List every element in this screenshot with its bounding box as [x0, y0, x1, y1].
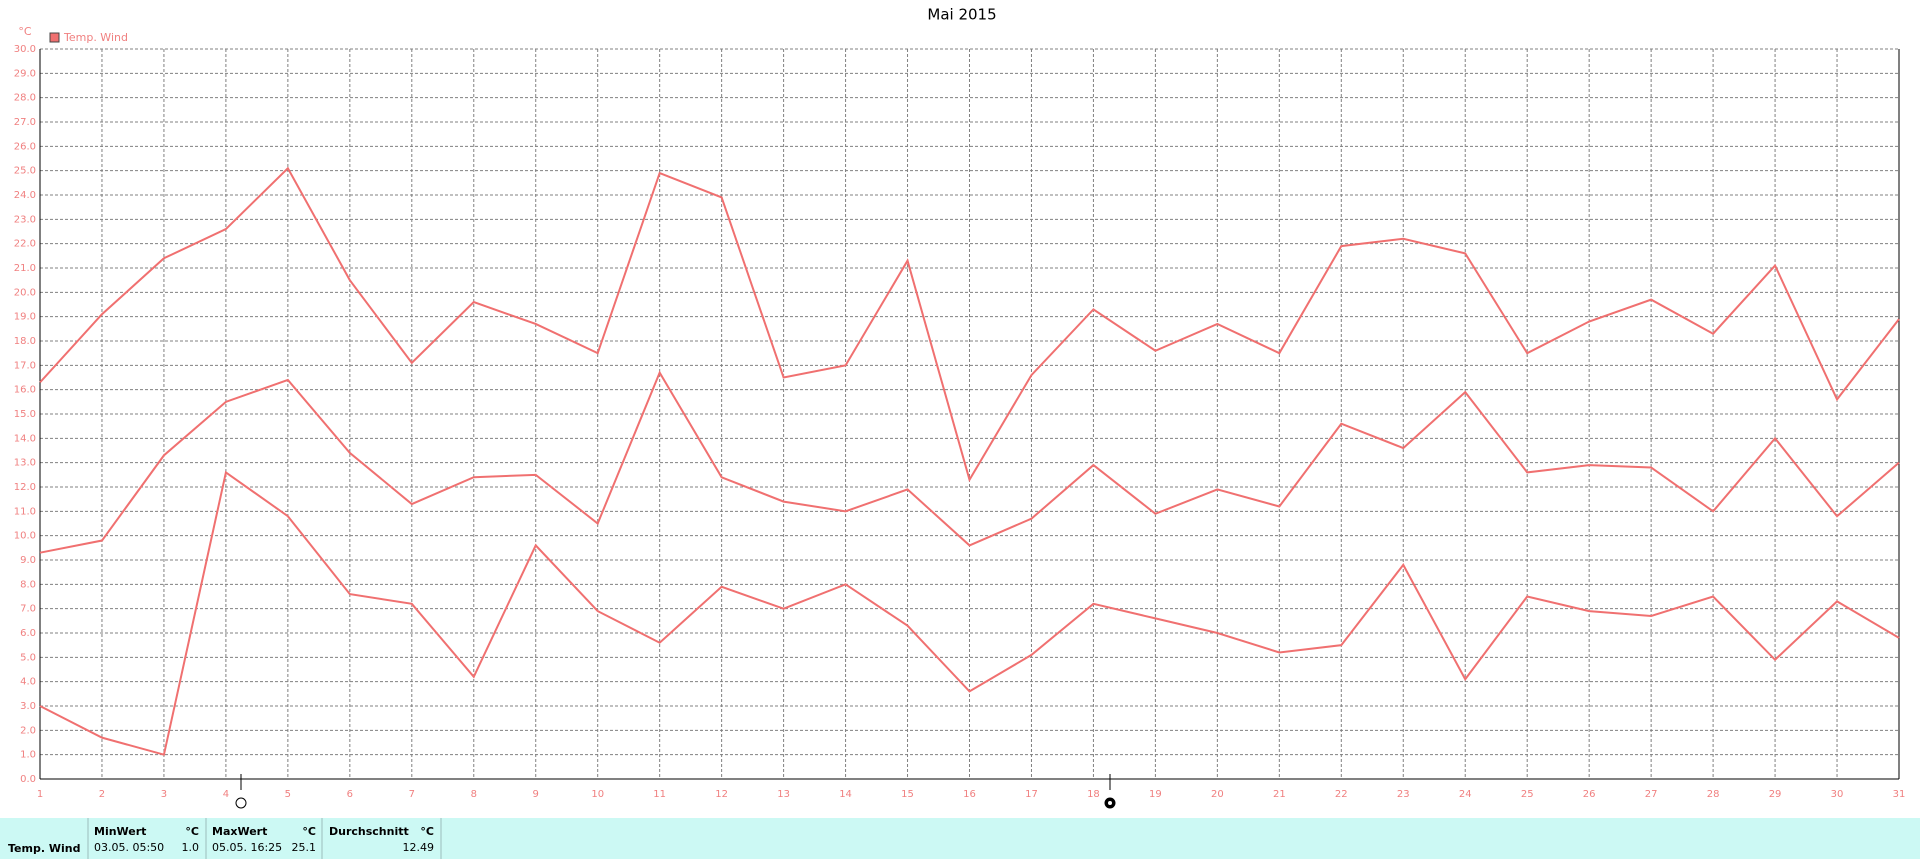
- y-tick-label: 26.0: [14, 141, 36, 152]
- y-tick-label: 14.0: [14, 433, 36, 444]
- summary-dividers: [87, 818, 442, 859]
- y-tick-label: 20.0: [14, 287, 36, 298]
- summary-unit: °C: [302, 825, 316, 838]
- x-tick-label: 15: [901, 789, 914, 800]
- y-tick-label: 17.0: [14, 360, 36, 371]
- y-tick-label: 25.0: [14, 166, 36, 177]
- y-tick-label: 1.0: [20, 750, 36, 761]
- y-tick-label: 0.0: [20, 774, 36, 785]
- x-tick-label: 11: [653, 789, 666, 800]
- x-tick-label: 12: [715, 789, 728, 800]
- x-tick-label: 25: [1521, 789, 1534, 800]
- x-tick-label: 19: [1149, 789, 1162, 800]
- y-tick-label: 19.0: [14, 312, 36, 323]
- x-tick-label: 22: [1335, 789, 1348, 800]
- y-tick-label: 23.0: [14, 214, 36, 225]
- summary-bar: [0, 818, 1920, 859]
- x-tick-label: 2: [99, 789, 105, 800]
- summary-value: 1.0: [182, 841, 200, 854]
- x-tick-label: 23: [1397, 789, 1410, 800]
- y-tick-label: 24.0: [14, 190, 36, 201]
- summary-header: Durchschnitt: [329, 825, 409, 838]
- x-tick-label: 18: [1087, 789, 1100, 800]
- summary-time: 05.05. 16:25: [212, 841, 282, 854]
- y-tick-label: 13.0: [14, 458, 36, 469]
- summary-label: Temp. Wind: [8, 842, 80, 855]
- summary-header: MinWert: [94, 825, 146, 838]
- marker-icon: [1108, 801, 1112, 805]
- x-tick-label: 4: [223, 789, 229, 800]
- x-tick-label: 30: [1831, 789, 1844, 800]
- x-tick-label: 27: [1645, 789, 1658, 800]
- x-tick-label: 16: [963, 789, 976, 800]
- y-tick-label: 5.0: [20, 652, 36, 663]
- data-line: [39, 470, 1900, 756]
- y-tick-label: 12.0: [14, 482, 36, 493]
- y-tick-label: 2.0: [20, 725, 36, 736]
- x-tick-label: 31: [1893, 789, 1906, 800]
- y-tick-label: 22.0: [14, 239, 36, 250]
- data-line: [39, 166, 1900, 483]
- marker-icon: [235, 797, 247, 809]
- legend-label: Temp. Wind: [63, 31, 128, 44]
- x-tick-label: 5: [285, 789, 291, 800]
- x-tick-label: 29: [1769, 789, 1782, 800]
- x-tick-label: 1: [37, 789, 43, 800]
- data-line: [39, 370, 1900, 554]
- y-tick-label: 3.0: [20, 701, 36, 712]
- y-tick-label: 21.0: [14, 263, 36, 274]
- x-tick-label: 7: [409, 789, 415, 800]
- x-tick-label: 3: [161, 789, 167, 800]
- y-tick-label: 27.0: [14, 117, 36, 128]
- chart-title: Mai 2015: [927, 6, 996, 24]
- y-tick-label: 4.0: [20, 677, 36, 688]
- summary-header: MaxWert: [212, 825, 267, 838]
- y-tick-label: 18.0: [14, 336, 36, 347]
- x-tick-label: 8: [471, 789, 477, 800]
- y-tick-label: 15.0: [14, 409, 36, 420]
- x-tick-label: 21: [1273, 789, 1286, 800]
- summary-unit: °C: [185, 825, 199, 838]
- summary-value: 12.49: [403, 841, 435, 854]
- y-tick-label: 9.0: [20, 555, 36, 566]
- x-tick-label: 20: [1211, 789, 1224, 800]
- x-tick-label: 14: [839, 789, 852, 800]
- x-tick-label: 6: [347, 789, 353, 800]
- legend-swatch: [49, 32, 60, 43]
- x-tick-label: 24: [1459, 789, 1472, 800]
- y-tick-label: 28.0: [14, 93, 36, 104]
- x-tick-label: 13: [777, 789, 790, 800]
- y-tick-label: 11.0: [14, 506, 36, 517]
- x-tick-label: 26: [1583, 789, 1596, 800]
- y-tick-label: 10.0: [14, 531, 36, 542]
- y-tick-label: 16.0: [14, 385, 36, 396]
- y-tick-label: 7.0: [20, 604, 36, 615]
- summary-time: 03.05. 05:50: [94, 841, 164, 854]
- y-tick-label: 6.0: [20, 628, 36, 639]
- x-tick-label: 9: [533, 789, 539, 800]
- y-tick-label: 29.0: [14, 68, 36, 79]
- x-tick-label: 28: [1707, 789, 1720, 800]
- y-unit: °C: [18, 25, 32, 38]
- summary-unit: °C: [420, 825, 434, 838]
- x-tick-label: 10: [591, 789, 604, 800]
- x-tick-label: 17: [1025, 789, 1038, 800]
- y-tick-label: 8.0: [20, 579, 36, 590]
- y-tick-label: 30.0: [14, 44, 36, 55]
- summary-value: 25.1: [292, 841, 317, 854]
